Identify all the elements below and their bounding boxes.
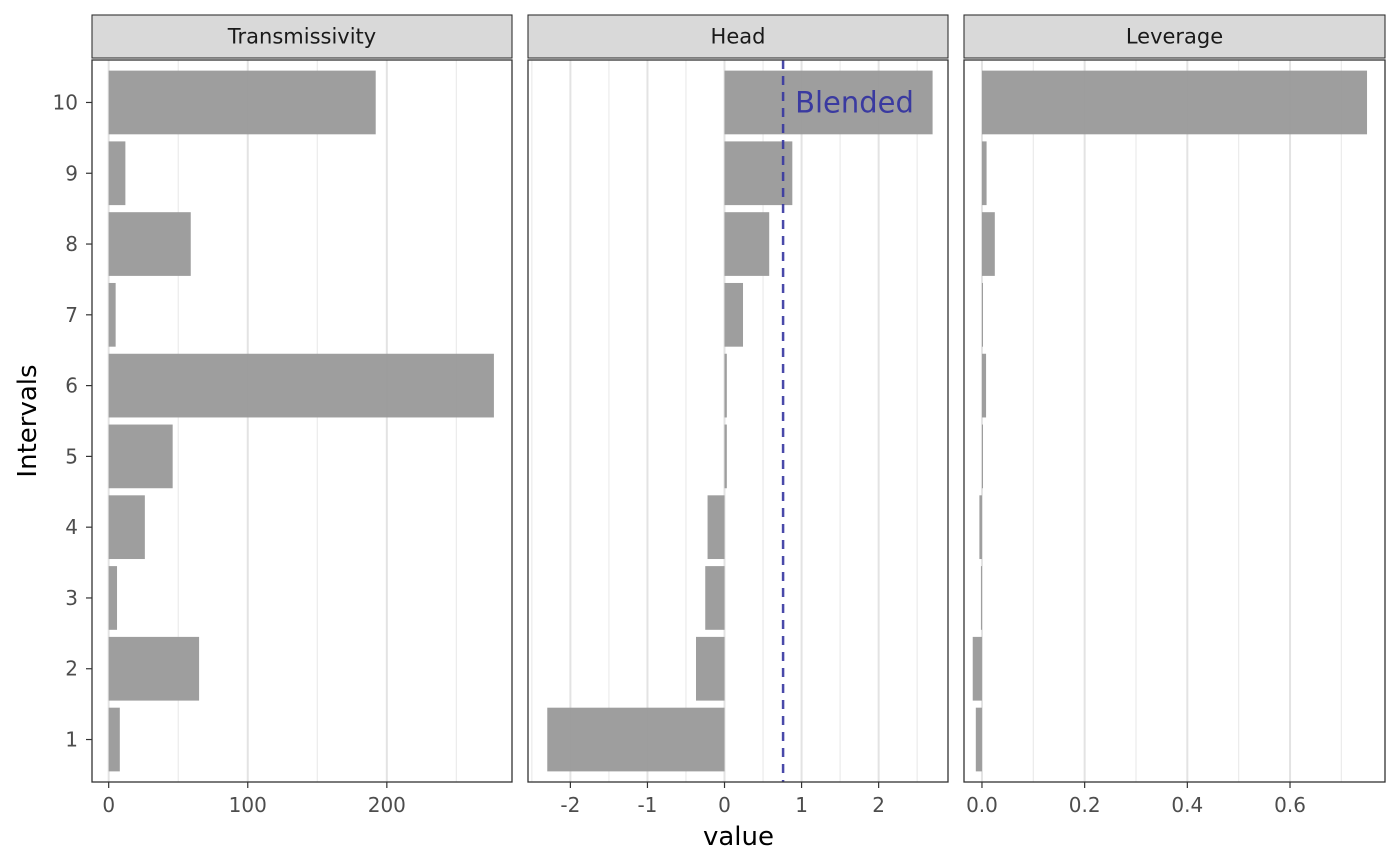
facet-strip: [963, 14, 1386, 59]
bar-transmissivity-9: [108, 141, 126, 206]
bar-transmissivity-7: [108, 282, 116, 347]
y-tick-label: 8: [65, 232, 78, 256]
y-tick-label: 2: [65, 657, 78, 681]
bar-head-8: [724, 212, 770, 276]
bar-transmissivity-1: [108, 707, 120, 772]
bar-leverage-2: [972, 636, 982, 701]
x-tick-label: 2: [872, 793, 885, 817]
x-axis-title: value: [703, 822, 774, 852]
x-tick-label: -2: [560, 793, 580, 817]
x-tick-label: -1: [637, 793, 657, 817]
panel-background: [964, 60, 1385, 782]
x-tick-label: 0.6: [1274, 793, 1306, 817]
bar-transmissivity-5: [108, 424, 173, 489]
reference-line-label: Blended: [795, 85, 914, 119]
x-tick-label: 200: [368, 793, 406, 817]
y-tick-label: 6: [65, 374, 78, 398]
y-tick-label: 10: [53, 90, 78, 114]
bar-leverage-5: [981, 424, 983, 489]
x-tick-label: 0: [102, 793, 115, 817]
bar-head-2: [696, 636, 725, 701]
bar-head-1: [547, 707, 725, 772]
panel-border: [527, 59, 949, 783]
facet-strip: [527, 14, 949, 59]
facet-panel-leverage: Leverage 0.0 0.2 0.4 0.6: [963, 14, 1386, 817]
bar-leverage-3: [980, 566, 982, 630]
y-tick-label: 1: [65, 728, 78, 752]
bar-leverage-7: [981, 282, 983, 347]
bar-leverage-4: [979, 495, 982, 560]
y-tick-label: 4: [65, 515, 78, 539]
x-tick-label: 100: [229, 793, 267, 817]
facet-strip: [91, 14, 513, 59]
panel-border: [91, 59, 513, 783]
facet-strip-label: Head: [711, 25, 766, 49]
facet-panel-transmissivity: Transmissivity 0 100 200: [91, 14, 513, 817]
y-tick-label: 7: [65, 303, 78, 327]
facet-strip-label: Transmissivity: [227, 25, 376, 49]
y-axis: 1 2 3 4 5 6 7 8 9 10: [53, 90, 92, 752]
bar-transmissivity-6: [108, 353, 494, 418]
x-tick-label: 0.2: [1069, 793, 1101, 817]
bar-transmissivity-8: [108, 212, 191, 276]
bar-transmissivity-4: [108, 495, 145, 560]
facet-panel-head: Head Blended -2 -1 0 1 2: [527, 14, 949, 817]
facet-strip-label: Leverage: [1126, 25, 1223, 49]
y-tick-label: 5: [65, 444, 78, 468]
x-tick-label: 1: [795, 793, 808, 817]
bar-transmissivity-2: [108, 636, 200, 701]
panels: Transmissivity 0 100 200 Head Blended -2 -1 0 1 2 L…: [91, 14, 1386, 817]
y-tick-label: 3: [65, 586, 78, 610]
bar-leverage-6: [981, 353, 987, 418]
bar-head-7: [724, 282, 744, 347]
bar-leverage-10: [981, 70, 1368, 135]
y-axis-title: Intervals: [13, 364, 43, 477]
panel-border: [963, 59, 1386, 783]
bar-head-10: [724, 70, 933, 135]
bar-head-6: [724, 353, 727, 418]
bar-transmissivity-10: [108, 70, 376, 135]
bar-transmissivity-3: [108, 566, 118, 630]
bar-leverage-8: [981, 212, 995, 276]
y-tick-label: 9: [65, 161, 78, 185]
bar-head-4: [707, 495, 725, 560]
x-tick-label: 0.4: [1171, 793, 1203, 817]
x-tick-label: 0.0: [966, 793, 998, 817]
bar-leverage-1: [975, 707, 982, 772]
bar-head-9: [724, 141, 793, 206]
bar-head-3: [705, 566, 725, 630]
bar-head-5: [724, 424, 727, 489]
x-tick-label: 0: [718, 793, 731, 817]
bar-leverage-9: [981, 141, 987, 206]
